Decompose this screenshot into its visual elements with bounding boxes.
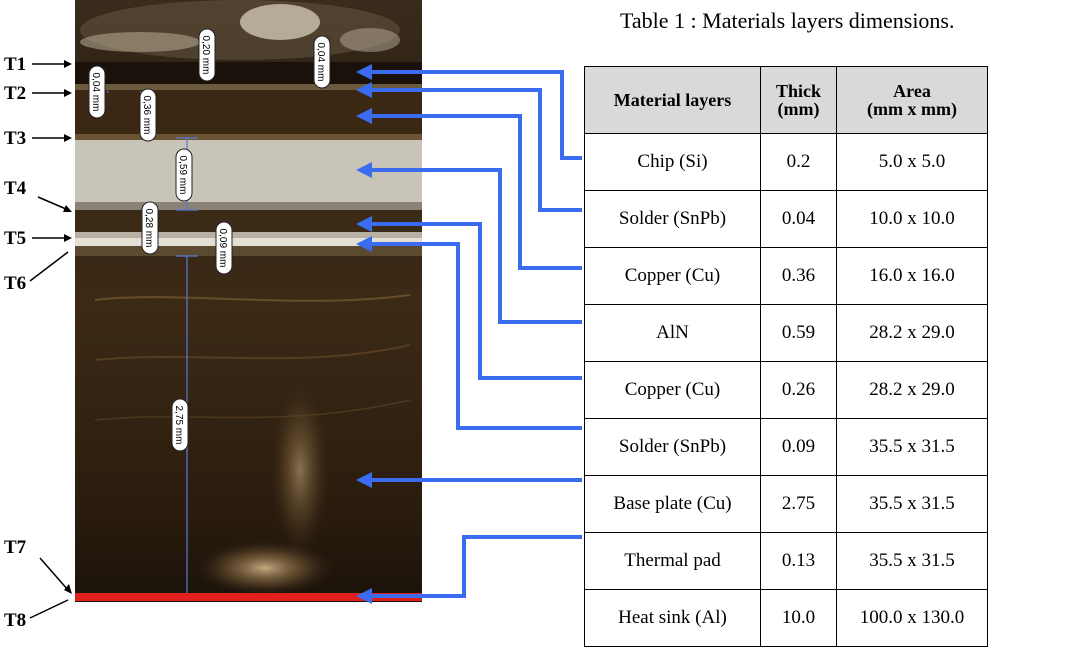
cell-material: Thermal pad bbox=[584, 532, 761, 590]
thermocouple-markers: T1 T2 T3 T4 T5 T6 T7 T8 bbox=[4, 54, 72, 631]
header-thick-line1: Thick bbox=[775, 81, 822, 101]
cell-thick: 0.2 bbox=[760, 133, 837, 191]
cell-area: 5.0 x 5.0 bbox=[836, 133, 988, 191]
materials-table: Material layers Thick (mm) Area (mm x mm… bbox=[584, 66, 988, 647]
cell-area: 16.0 x 16.0 bbox=[836, 247, 988, 305]
measure-label-5: 0,59 mm bbox=[175, 148, 193, 202]
cell-material: Heat sink (Al) bbox=[584, 589, 761, 647]
cell-material: Base plate (Cu) bbox=[584, 475, 761, 533]
measure-label-8: 2,75 mm bbox=[171, 398, 189, 452]
measure-label-6: 0,28 mm bbox=[141, 201, 159, 255]
cell-material: Copper (Cu) bbox=[584, 361, 761, 419]
thermocouple-t6: T6 bbox=[4, 273, 26, 294]
table-row: Base plate (Cu) 2.75 35.5 x 31.5 bbox=[584, 475, 988, 533]
table-row: Solder (SnPb) 0.09 35.5 x 31.5 bbox=[584, 418, 988, 476]
measurement-labels: 0,04 mm 0,20 mm 0,04 mm 0,36 mm 0,59 mm … bbox=[88, 28, 331, 452]
header-thick: Thick (mm) bbox=[760, 66, 837, 134]
cell-area: 35.5 x 31.5 bbox=[836, 532, 988, 590]
table-header-row: Material layers Thick (mm) Area (mm x mm… bbox=[584, 66, 988, 134]
arrow-solder-2 bbox=[368, 242, 582, 430]
svg-text:0,04 mm: 0,04 mm bbox=[90, 73, 101, 112]
cell-thick: 0.59 bbox=[760, 304, 837, 362]
cell-thick: 0.09 bbox=[760, 418, 837, 476]
cell-thick: 2.75 bbox=[760, 475, 837, 533]
table-caption: Table 1 : Materials layers dimensions. bbox=[620, 8, 955, 33]
arrow-thermal-pad bbox=[368, 535, 582, 598]
heat-sink-interface-line bbox=[75, 593, 422, 601]
table-row: Copper (Cu) 0.36 16.0 x 16.0 bbox=[584, 247, 988, 305]
measure-label-7: 0,09 mm bbox=[215, 221, 233, 275]
arrow-copper-1 bbox=[368, 114, 582, 270]
cell-material: AlN bbox=[584, 304, 761, 362]
header-area: Area (mm x mm) bbox=[836, 66, 988, 134]
cell-thick: 0.26 bbox=[760, 361, 837, 419]
thermocouple-t3: T3 bbox=[4, 128, 26, 149]
thermocouple-t4: T4 bbox=[4, 178, 27, 199]
cross-section-figure: 0,04 mm 0,20 mm 0,04 mm 0,36 mm 0,59 mm … bbox=[4, 0, 582, 631]
measure-label-4: 0,36 mm bbox=[139, 88, 157, 142]
arrow-copper-2 bbox=[368, 222, 582, 380]
cell-area: 28.2 x 29.0 bbox=[836, 361, 988, 419]
cell-material: Copper (Cu) bbox=[584, 247, 761, 305]
cell-area: 35.5 x 31.5 bbox=[836, 475, 988, 533]
measure-label-1: 0,04 mm bbox=[88, 65, 106, 119]
cell-thick: 0.13 bbox=[760, 532, 837, 590]
svg-text:0,20 mm: 0,20 mm bbox=[200, 36, 211, 75]
cell-area: 100.0 x 130.0 bbox=[836, 589, 988, 647]
svg-text:0,28 mm: 0,28 mm bbox=[143, 209, 154, 248]
cell-thick: 0.36 bbox=[760, 247, 837, 305]
thermocouple-t1: T1 bbox=[4, 54, 26, 75]
arrow-heads bbox=[356, 64, 372, 604]
thermocouple-t2: T2 bbox=[4, 83, 26, 104]
table-row: AlN 0.59 28.2 x 29.0 bbox=[584, 304, 988, 362]
svg-text:0,36 mm: 0,36 mm bbox=[141, 96, 152, 135]
cell-material: Solder (SnPb) bbox=[584, 418, 761, 476]
header-area-line2: (mm x mm) bbox=[867, 99, 957, 119]
measure-label-2: 0,20 mm bbox=[198, 28, 216, 82]
table-row: Solder (SnPb) 0.04 10.0 x 10.0 bbox=[584, 190, 988, 248]
cell-thick: 0.04 bbox=[760, 190, 837, 248]
table-row: Chip (Si) 0.2 5.0 x 5.0 bbox=[584, 133, 988, 191]
svg-text:0,59 mm: 0,59 mm bbox=[177, 156, 188, 195]
arrow-aln bbox=[368, 168, 582, 324]
cell-area: 28.2 x 29.0 bbox=[836, 304, 988, 362]
cell-area: 35.5 x 31.5 bbox=[836, 418, 988, 476]
cell-area: 10.0 x 10.0 bbox=[836, 190, 988, 248]
header-area-line1: Area bbox=[893, 81, 931, 101]
arrow-chip bbox=[368, 70, 582, 160]
arrow-solder-1 bbox=[368, 88, 582, 212]
svg-text:0,04 mm: 0,04 mm bbox=[315, 43, 326, 82]
header-material: Material layers bbox=[584, 66, 761, 134]
thermocouple-t5: T5 bbox=[4, 228, 26, 249]
layer-connector-arrows bbox=[368, 70, 582, 598]
thermocouple-t7: T7 bbox=[4, 537, 27, 558]
cell-thick: 10.0 bbox=[760, 589, 837, 647]
header-thick-line2: (mm) bbox=[777, 99, 820, 119]
svg-text:2,75 mm: 2,75 mm bbox=[173, 406, 184, 445]
cell-material: Chip (Si) bbox=[584, 133, 761, 191]
table-row: Heat sink (Al) 10.0 100.0 x 130.0 bbox=[584, 589, 988, 647]
measure-label-3: 0,04 mm bbox=[313, 35, 331, 89]
cell-material: Solder (SnPb) bbox=[584, 190, 761, 248]
table-row: Copper (Cu) 0.26 28.2 x 29.0 bbox=[584, 361, 988, 419]
table-row: Thermal pad 0.13 35.5 x 31.5 bbox=[584, 532, 988, 590]
svg-text:0,09 mm: 0,09 mm bbox=[217, 229, 228, 268]
thermocouple-t8: T8 bbox=[4, 610, 26, 631]
